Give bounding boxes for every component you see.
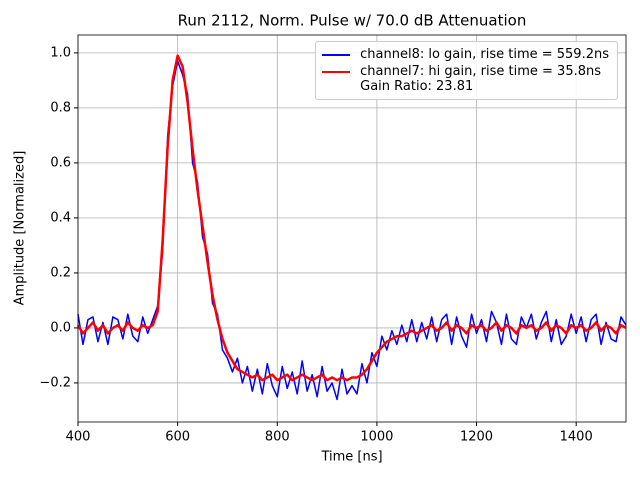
legend-swatch	[322, 71, 351, 73]
y-tick-label: 0.4	[50, 210, 71, 225]
legend-swatch	[322, 54, 351, 56]
x-tick-label: 400	[66, 430, 91, 445]
y-tick-label: 1.0	[50, 45, 71, 60]
chart-title: Run 2112, Norm. Pulse w/ 70.0 dB Attenua…	[178, 12, 527, 30]
series-line	[76, 54, 627, 382]
x-tick-label: 1400	[560, 430, 593, 445]
legend: channel8: lo gain, rise time = 559.2ns ch…	[315, 41, 618, 100]
x-axis-label: Time [ns]	[320, 450, 382, 465]
x-tick-label: 800	[265, 430, 290, 445]
y-axis-label: Amplitude [Normalized]	[13, 151, 28, 306]
legend-entry: channel7: hi gain, rise time = 35.8ns Ga…	[322, 64, 609, 94]
y-tick-label: 0.8	[50, 100, 71, 115]
x-tick-label: 1200	[460, 430, 493, 445]
plot-frame	[77, 34, 627, 423]
legend-label: channel8: lo gain, rise time = 559.2ns	[360, 47, 609, 62]
y-tick-label: 0.0	[50, 320, 71, 335]
x-tick-label: 1000	[360, 430, 393, 445]
y-tick-label: 0.2	[50, 265, 71, 280]
y-tick-label: 0.6	[50, 155, 71, 170]
x-tick-label: 600	[165, 430, 190, 445]
legend-label: channel7: hi gain, rise time = 35.8ns Ga…	[360, 64, 602, 94]
legend-entry: channel8: lo gain, rise time = 559.2ns	[322, 47, 609, 62]
series-line	[77, 60, 627, 401]
y-tick-label: −0.2	[39, 375, 71, 390]
